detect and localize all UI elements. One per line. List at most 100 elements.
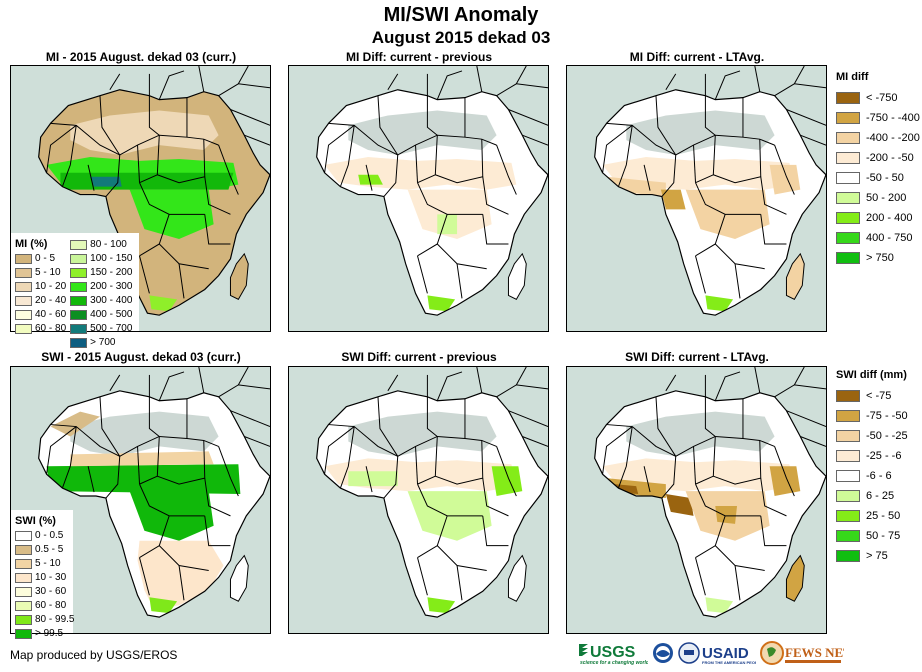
country-border <box>436 70 463 100</box>
map-region <box>149 295 178 312</box>
country-border <box>198 367 205 393</box>
country-border <box>695 182 761 215</box>
country-border <box>704 396 716 437</box>
usaid-seal-icon: USAID FROM THE AMERICAN PEOPLE <box>678 642 756 665</box>
country-border <box>695 483 761 517</box>
country-border <box>786 109 826 126</box>
country-border <box>695 255 706 294</box>
map-region <box>427 295 456 312</box>
legend-item: 10 - 30 <box>15 571 69 585</box>
legend-item: 300 - 400 <box>70 294 132 308</box>
legend-item: 400 - 500 <box>70 308 132 322</box>
country-border <box>158 371 185 401</box>
country-border <box>482 478 509 517</box>
legend-swatch <box>836 490 860 502</box>
country-border <box>456 263 463 299</box>
country-border <box>496 83 548 97</box>
country-border <box>602 124 633 173</box>
legend-swatch <box>15 629 32 639</box>
map-region <box>90 176 122 187</box>
legend-label: 25 - 50 <box>866 510 901 522</box>
country-border <box>328 424 497 457</box>
legend-item: 50 - 75 <box>836 526 908 546</box>
country-border <box>704 95 716 136</box>
country-border <box>87 466 95 493</box>
panel-title-mi-diff-previous: MI Diff: current - previous <box>345 50 492 64</box>
map-region <box>427 597 456 614</box>
country-border <box>734 263 741 299</box>
legend-label: 200 - 400 <box>866 212 913 224</box>
country-border <box>377 95 399 156</box>
madagascar <box>785 554 805 602</box>
country-border <box>655 396 677 457</box>
panel-title-swi-current: SWI - 2015 August. dekad 03 (curr.) <box>41 350 241 364</box>
country-border <box>774 446 795 497</box>
country-border <box>157 139 206 184</box>
legend-item: -50 - 50 <box>836 168 920 188</box>
country-border <box>109 73 121 90</box>
legend-label: -750 - -400 <box>866 112 920 124</box>
map-mi-diff-previous <box>288 65 549 332</box>
country-border <box>515 66 527 85</box>
country-border <box>157 440 206 485</box>
country-border <box>99 396 121 457</box>
legend-item: -25 - -6 <box>836 446 908 466</box>
legend-swatch <box>15 324 32 334</box>
legend-item: 0 - 0.5 <box>15 529 69 543</box>
legend-item: 100 - 150 <box>70 252 132 266</box>
partner-logos: USGS science for a changing world USAID … <box>578 640 844 666</box>
legend-label: 300 - 400 <box>90 295 133 306</box>
country-border <box>109 374 121 392</box>
country-border <box>515 367 527 386</box>
legend-swatch <box>70 240 88 250</box>
map-region <box>660 189 686 210</box>
legend-label: > 750 <box>866 252 894 264</box>
legend-swatch <box>836 470 860 482</box>
country-border <box>105 154 121 197</box>
map-region <box>705 295 734 312</box>
legend-label: 60 - 80 <box>35 323 67 334</box>
country-border <box>204 176 231 215</box>
madagascar <box>507 252 527 301</box>
main-subtitle: August 2015 dekad 03 <box>371 28 551 47</box>
legend-item: 500 - 700 <box>70 322 132 336</box>
panel-title-swi-diff-previous: SWI Diff: current - previous <box>341 350 497 364</box>
legend-item: 60 - 80 <box>15 322 66 336</box>
legend-label: 0 - 0.5 <box>35 530 64 541</box>
legend-swatch <box>836 192 860 204</box>
legend-item: > 750 <box>836 248 920 268</box>
africa-map <box>567 66 826 331</box>
country-border <box>50 122 219 156</box>
legend-item: -6 - 6 <box>836 466 908 486</box>
legend-label: 80 - 100 <box>90 239 127 250</box>
legend-swatch <box>836 172 860 184</box>
legend-label: 40 - 60 <box>35 309 67 320</box>
legend-swatch <box>70 338 88 348</box>
map-region <box>715 505 738 524</box>
country-border <box>693 446 697 485</box>
legend-swatch <box>15 559 32 569</box>
coastline <box>38 390 270 618</box>
map-region <box>665 494 694 516</box>
legend-swatch <box>836 252 860 264</box>
legend-swatch <box>836 92 860 104</box>
legend-label: 0 - 5 <box>35 253 56 264</box>
country-border <box>158 70 185 100</box>
country-border <box>786 410 826 428</box>
country-border <box>230 109 270 126</box>
legend-mi-col2: 80 - 100 100 - 150 150 - 200 200 - 300 300 -… <box>70 236 132 348</box>
map-region <box>348 411 497 457</box>
legend-label: 80 - 99.5 <box>35 614 75 625</box>
country-border <box>436 545 487 571</box>
legend-mi-percent: MI (%) 0 - 5 5 - 10 10 - 20 20 - 40 40 - 60 6… <box>11 233 139 348</box>
country-border <box>328 122 497 156</box>
map-region <box>70 411 219 457</box>
country-border <box>387 73 399 90</box>
country-border <box>800 436 826 447</box>
map-region <box>705 597 734 614</box>
legend-swatch <box>15 531 32 541</box>
legend-swatch <box>70 254 88 264</box>
country-border <box>655 95 677 156</box>
country-border <box>415 446 419 485</box>
legend-swatch <box>836 510 860 522</box>
